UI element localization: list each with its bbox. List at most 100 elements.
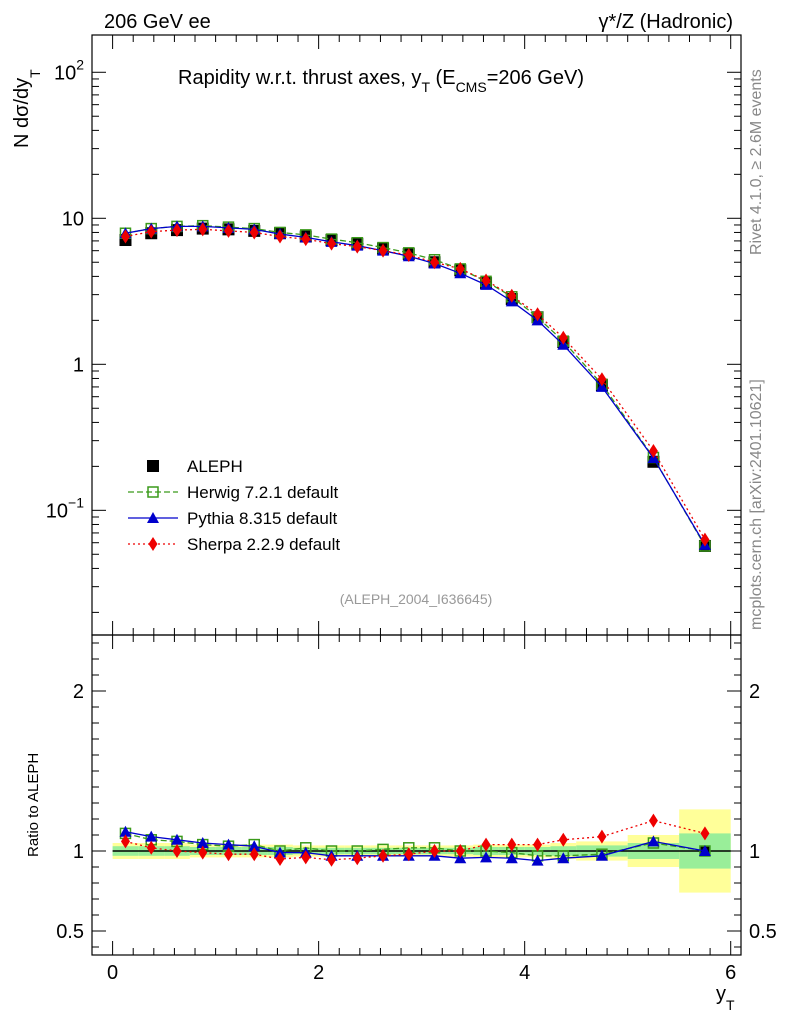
mc-point-diamond [378, 243, 388, 258]
ratio-point-triangle [531, 854, 544, 866]
ratio-ylabel: Ratio to ALEPH [25, 753, 42, 857]
mc-point-diamond [558, 330, 568, 345]
reference-label: (ALEPH_2004_I636645) [340, 591, 493, 607]
legend-marker [148, 537, 158, 551]
legend-marker [147, 486, 159, 498]
ratio-y-tick-label-right: 2 [749, 681, 760, 703]
ratio-xlabel: yT [716, 983, 735, 1013]
y-tick-label: 10 [62, 208, 84, 230]
rivet-version-text: Rivet 4.1.0, ≥ 2.6M events [748, 69, 765, 255]
legend-label: ALEPH [187, 457, 243, 476]
ratio-y-tick-label-right: 1 [749, 841, 760, 863]
x-tick-label: 6 [725, 962, 736, 984]
y-tick-label: 102 [54, 56, 84, 84]
ratio-y-tick-label-left: 1 [73, 841, 84, 863]
ratio-point-triangle [248, 840, 261, 852]
legend-label: Pythia 8.315 default [187, 509, 338, 528]
ratio-point-triangle [196, 837, 209, 848]
ratio-point-diamond [597, 829, 607, 844]
ratio-point-diamond [146, 840, 156, 855]
mc-point-diamond [120, 229, 130, 244]
y-tick-label: 10−1 [46, 494, 84, 522]
mc-point-diamond [533, 307, 543, 322]
ratio-xlabel-text: y [716, 983, 726, 1005]
ratio-point-triangle [480, 851, 493, 863]
mc-point-diamond [249, 225, 259, 240]
ratio-point-diamond [249, 847, 259, 862]
mcplots-text: mcplots.cern.ch [arXiv:2401.10621] [748, 379, 765, 630]
y-tick-label: 1 [73, 354, 84, 376]
mc-point-diamond [507, 288, 517, 303]
ratio-point-diamond [455, 844, 465, 858]
x-tick-label: 0 [107, 962, 118, 984]
ratio-point-triangle [505, 852, 518, 864]
main-title: Rapidity w.r.t. thrust axes, yT (ECMS=20… [178, 67, 584, 95]
ratio-point-diamond [223, 847, 233, 862]
ratio-plot-frame [91, 634, 742, 956]
main-ylabel: N dσ/dyT [11, 69, 43, 148]
mc-point-diamond [404, 248, 414, 263]
ratio-point-triangle [698, 845, 711, 856]
main-ylabel-sub: T [27, 69, 43, 78]
mc-point-diamond [327, 236, 337, 251]
ratio-point-diamond [558, 832, 568, 847]
legend-label: Herwig 7.2.1 default [187, 483, 338, 502]
ratio-point-diamond [198, 845, 208, 860]
ratio-point-diamond [700, 826, 710, 841]
mc-point-diamond [481, 273, 491, 288]
ratio-point-diamond [378, 848, 388, 863]
legend-marker-aleph [147, 460, 159, 472]
ratio-point-diamond [275, 852, 285, 866]
mc-point-diamond [172, 223, 182, 238]
main-ylabel-text: N dσ/dy [11, 78, 33, 148]
ratio-point-triangle [170, 833, 183, 845]
ratio-curve-diamond [125, 819, 706, 861]
ratio-point-diamond [301, 850, 311, 865]
header-right: γ*/Z (Hadronic) [599, 11, 733, 33]
legend-label: Sherpa 2.2.9 default [187, 535, 340, 554]
ratio-curve-open-square [125, 832, 706, 857]
mc-point-triangle [595, 380, 608, 392]
mc-point-diamond [198, 222, 208, 237]
ratio-y-tick-label-left: 0.5 [56, 921, 84, 943]
mc-point-diamond [430, 255, 440, 270]
ratio-point-triangle [119, 825, 132, 837]
ratio-point-diamond [430, 844, 440, 858]
ratio-point-triangle [647, 835, 660, 847]
mc-point-diamond [275, 229, 285, 244]
legend-marker [147, 512, 159, 523]
ratio-point-diamond [120, 834, 130, 849]
main-plot-area: 10−1 1 10 102 [46, 35, 741, 635]
main-title-sub1: T [421, 79, 430, 95]
ratio-point-triangle [595, 849, 608, 861]
main-title-end: =206 GeV) [487, 67, 584, 89]
ratio-point-diamond [352, 851, 362, 866]
x-tick-label: 4 [519, 962, 530, 984]
ratio-point-triangle [222, 838, 235, 850]
ratio-point-diamond [327, 852, 337, 867]
ratio-point-diamond [533, 837, 543, 852]
ratio-y-tick-label-right: 0.5 [749, 921, 777, 943]
ratio-xlabel-sub: T [726, 997, 735, 1013]
ratio-y-tick-label-left: 2 [73, 681, 84, 703]
ratio-point-diamond [648, 813, 658, 828]
mc-curve-diamond [125, 228, 706, 540]
mc-point-diamond [597, 372, 607, 387]
main-title-sub2: CMS [456, 79, 487, 95]
ratio-plot-area: 0.5 0.5 1 1 2 2 0 2 4 6 [56, 635, 777, 984]
mc-point-diamond [146, 224, 156, 239]
main-title-text: Rapidity w.r.t. thrust axes, y [178, 67, 421, 89]
header-left: 206 GeV ee [104, 11, 211, 33]
legend: ALEPH Herwig 7.2.1 default Pythia 8.315 de… [128, 457, 340, 554]
ratio-point-diamond [507, 837, 517, 852]
x-tick-label: 2 [313, 962, 324, 984]
mc-point-diamond [455, 261, 465, 276]
mc-point-diamond [700, 532, 710, 547]
ratio-point-diamond [404, 847, 414, 862]
ratio-point-diamond [481, 837, 491, 852]
mc-point-diamond [648, 443, 658, 458]
mc-point-diamond [223, 223, 233, 238]
mc-curve-open-square [125, 225, 706, 547]
mc-point-diamond [301, 232, 311, 247]
